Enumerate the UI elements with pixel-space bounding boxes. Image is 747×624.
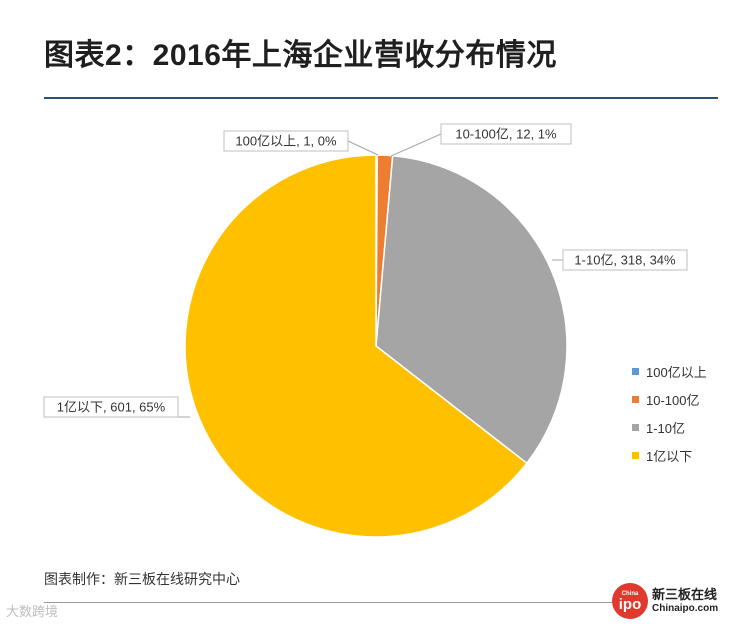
brand-logo-block: China ipo 新三板在线 Chinaipo.com	[612, 583, 718, 619]
pie-slice	[375, 154, 568, 465]
brand-url: Chinaipo.com	[652, 602, 719, 614]
brand-name: 新三板在线	[652, 586, 718, 602]
legend-label: 1-10亿	[646, 420, 686, 436]
legend-label: 1亿以下	[646, 448, 693, 464]
legend-swatch	[632, 367, 639, 375]
data-label: 1亿以下, 601, 65%	[57, 400, 166, 415]
legend-swatch	[632, 451, 639, 459]
data-label: 1-10亿, 318, 34%	[574, 253, 676, 268]
chart-title: 图表2：2016年上海企业营收分布情况	[44, 39, 557, 72]
leader-lines	[178, 133, 563, 418]
legend-item: 100亿以上	[632, 357, 707, 385]
legend-item: 10-100亿	[632, 385, 707, 413]
leader-line	[347, 140, 379, 156]
title-divider	[44, 97, 718, 99]
data-label-box	[223, 130, 349, 152]
legend-label: 10-100亿	[646, 392, 700, 408]
data-label: 10-100亿, 12, 1%	[455, 127, 557, 142]
legend-item: 1-10亿	[632, 413, 707, 441]
legend-label: 100亿以上	[646, 364, 707, 380]
source-credit: 大数跨境	[6, 604, 59, 619]
legend: 100亿以上 10-100亿 1-10亿 1亿以下	[632, 357, 707, 469]
logo-big-text: ipo	[618, 595, 642, 613]
data-label: 100亿以上, 1, 0%	[235, 134, 337, 149]
legend-swatch	[632, 395, 639, 403]
logo-small-text: China	[621, 590, 639, 597]
footer-divider	[44, 602, 612, 603]
data-labels: 100亿以上, 1, 0% 10-100亿, 12, 1% 1-10亿, 318, …	[43, 123, 688, 418]
legend-swatch	[632, 423, 639, 431]
source-note: 图表制作：新三板在线研究中心	[44, 571, 240, 587]
data-label-box	[440, 123, 572, 145]
data-label-box	[43, 396, 179, 418]
pie-slice	[184, 154, 528, 538]
chinaipo-logo-icon: China ipo	[612, 583, 648, 619]
data-label-box	[562, 249, 688, 271]
pie-slices	[184, 154, 568, 538]
legend-item: 1亿以下	[632, 441, 707, 469]
leader-line	[390, 133, 442, 157]
